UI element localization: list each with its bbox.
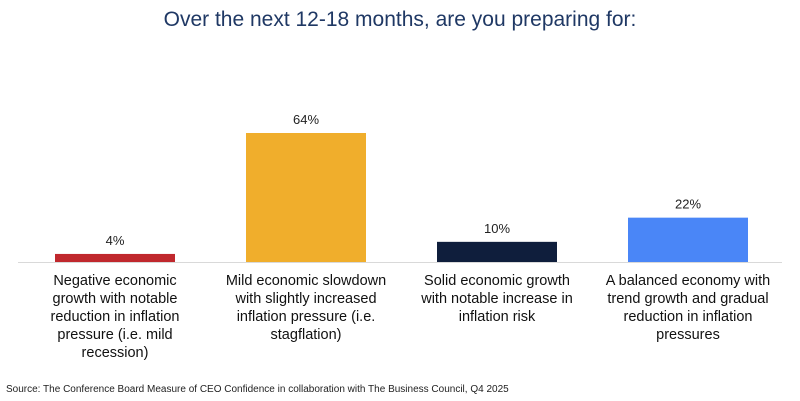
category-label-4: A balanced economy with trend growth and …: [606, 273, 770, 343]
value-label-3: 10%: [484, 221, 510, 236]
value-label-1: 4%: [106, 233, 125, 248]
chart-title: Over the next 12-18 months, are you prep…: [163, 8, 637, 31]
category-label-2: Mild economic slowdown with slightly incr…: [226, 273, 386, 343]
value-label-4: 22%: [675, 197, 701, 212]
bar-1: [55, 253, 175, 262]
category-label-1: Negative economic growth with notable redu…: [51, 273, 180, 361]
bar-3: [437, 241, 557, 262]
source-note: Source: The Conference Board Measure of …: [6, 384, 509, 395]
category-label-3: Solid economic growth with notable increa…: [420, 273, 573, 325]
value-label-2: 64%: [293, 112, 319, 127]
bar-4: [628, 217, 748, 262]
bar-2: [246, 133, 366, 262]
